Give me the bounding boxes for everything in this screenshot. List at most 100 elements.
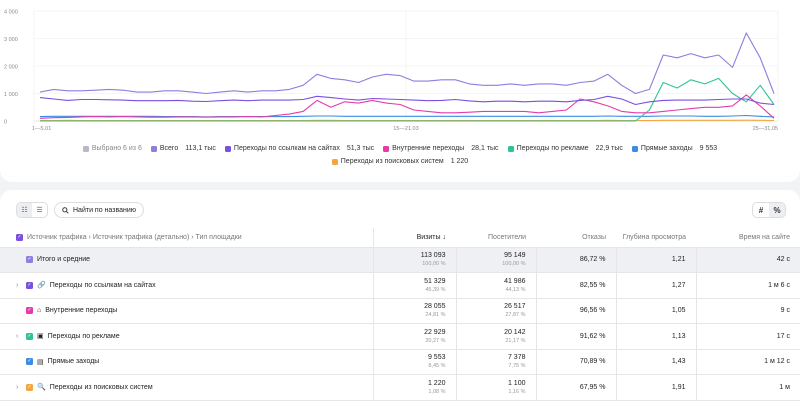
- depth-value: 1,43: [671, 358, 686, 366]
- column-header-source[interactable]: ✓ Источник трафика › Источник трафика (д…: [0, 228, 374, 248]
- tree-view-icon[interactable]: ☷: [17, 203, 32, 217]
- time-on-site-value: 1 м: [779, 383, 790, 391]
- list-view-icon[interactable]: ☰: [36, 207, 43, 214]
- row-label: Переходы из поисковых систем: [49, 383, 153, 391]
- legend-checkbox[interactable]: [631, 145, 638, 152]
- depth-value: 1,21: [671, 256, 686, 264]
- x-tick-label: 1—5.01: [32, 126, 51, 132]
- expand-chevron-icon[interactable]: ›: [16, 281, 19, 289]
- row-checkbox[interactable]: ✓: [26, 281, 33, 289]
- visits-value: 9 553: [427, 354, 446, 362]
- legend-label: Выбрано 6 из 6: [91, 145, 142, 152]
- legend-label: Переходы по ссылкам на сайтах: [233, 145, 340, 152]
- legend-label: Внутренние переходы: [392, 145, 465, 152]
- time-on-site-value: 42 с: [776, 256, 790, 264]
- totals-row[interactable]: ✓ Итого и средние 113 093 100,00 % 95 149 100…: [0, 247, 800, 273]
- time-on-site-value: 17 с: [776, 332, 790, 340]
- legend-checkbox[interactable]: [383, 145, 390, 152]
- y-tick-label: 3 000: [4, 37, 18, 43]
- legend-item[interactable]: Переходы по рекламе 22,9 тыс: [507, 145, 623, 152]
- legend-checkbox[interactable]: [331, 158, 338, 165]
- bounce-rate-value: 67,95 %: [579, 383, 606, 391]
- series-line: [39, 95, 775, 106]
- source-type-icon: ▣: [37, 333, 44, 341]
- legend-item[interactable]: Выбрано 6 из 6: [82, 145, 142, 152]
- visitors-value: 1 100: [507, 379, 526, 387]
- bounce-rate-value: 96,56 %: [579, 307, 606, 315]
- column-header-bounces[interactable]: Отказы: [536, 228, 616, 248]
- visitors-share: 1,16 %: [508, 388, 526, 395]
- legend-item[interactable]: Переходы из поисковых систем 1 220: [331, 158, 469, 165]
- visits-share: 1,08 %: [428, 388, 446, 395]
- legend-row: Выбрано 6 из 6 Всего 113,1 тыс Переходы по …: [0, 142, 800, 155]
- row-checkbox[interactable]: ✓: [26, 332, 33, 340]
- source-type-icon: 🔍: [37, 384, 46, 392]
- visitors-value: 20 142: [504, 328, 526, 336]
- column-header-depth[interactable]: Глубина просмотра: [616, 228, 696, 248]
- search-icon: [62, 206, 69, 214]
- column-header-visitors[interactable]: Посетители: [456, 228, 536, 248]
- legend-value: 113,1 тыс: [185, 145, 216, 152]
- visitors-share: 27,87 %: [505, 312, 526, 319]
- row-checkbox[interactable]: ✓: [26, 358, 33, 366]
- legend-checkbox[interactable]: [507, 145, 514, 152]
- row-label: Прямые заходы: [47, 358, 100, 366]
- visits-share: 24,81 %: [425, 312, 446, 319]
- depth-value: 1,13: [671, 332, 686, 340]
- legend-checkbox[interactable]: [150, 145, 157, 152]
- report-table: ✓ Источник трафика › Источник трафика (д…: [0, 228, 800, 401]
- unit-toggle[interactable]: # %: [752, 202, 786, 218]
- legend-item[interactable]: Переходы по ссылкам на сайтах 51,3 тыс: [224, 145, 374, 152]
- time-on-site-value: 1 м 12 с: [764, 358, 790, 366]
- visitors-value: 7 378: [507, 354, 526, 362]
- y-tick-label: 1 000: [4, 92, 18, 98]
- expand-chevron-icon[interactable]: ›: [16, 332, 19, 340]
- legend-item[interactable]: Прямые заходы 9 553: [631, 145, 718, 152]
- y-tick-label: 2 000: [4, 65, 18, 71]
- table-row[interactable]: › ✓ ▣ Переходы по рекламе 22 929 20,27 % 20 14…: [0, 323, 800, 350]
- legend-item[interactable]: Всего 113,1 тыс: [150, 145, 216, 152]
- view-toggle[interactable]: ☷ ☰: [16, 202, 48, 218]
- row-label: Внутренние переходы: [45, 307, 118, 315]
- search-label: Найти по названию: [73, 206, 136, 214]
- source-type-icon: ⌂: [37, 307, 42, 315]
- search-by-name-button[interactable]: Найти по названию: [54, 202, 144, 218]
- legend-value: 1 220: [450, 158, 469, 165]
- legend-value: 28,1 тыс: [471, 145, 499, 152]
- legend-checkbox[interactable]: [224, 145, 231, 152]
- row-checkbox[interactable]: ✓: [26, 256, 33, 264]
- time-on-site-value: 1 м 6 с: [768, 281, 790, 289]
- visits-share: 20,27 %: [425, 337, 446, 344]
- series-line: [40, 77, 775, 122]
- table-row[interactable]: ✓ ▤ Прямые заходы 9 553 8,45 % 7 378 7,75 % 70,…: [0, 349, 800, 375]
- table-row[interactable]: › ✓ 🔗 Переходы по ссылкам на сайтах 51 329 45…: [0, 272, 800, 299]
- table-row[interactable]: › ✓ 🔍 Переходы из поисковых систем 1 220 1,08…: [0, 374, 800, 401]
- depth-value: 1,27: [671, 281, 686, 289]
- row-checkbox[interactable]: ✓: [26, 383, 33, 391]
- row-label: Итого и средние: [37, 256, 91, 264]
- column-header-time[interactable]: Время на сайте: [696, 228, 800, 248]
- depth-value: 1,05: [671, 307, 686, 315]
- visits-share: 45,39 %: [425, 286, 446, 293]
- select-all-checkbox[interactable]: ✓: [16, 233, 23, 241]
- percent-values-button[interactable]: %: [769, 203, 785, 217]
- expand-chevron-icon[interactable]: ›: [16, 383, 19, 391]
- legend-value: 9 553: [699, 145, 718, 152]
- absolute-values-button[interactable]: #: [758, 205, 764, 215]
- visitors-share: 7,75 %: [508, 363, 526, 370]
- chart-legend: Выбрано 6 из 6 Всего 113,1 тыс Переходы по …: [0, 142, 800, 168]
- table-row[interactable]: ✓ ⌂ Внутренние переходы 28 055 24,81 % 26 517…: [0, 298, 800, 324]
- traffic-chart-card: 4 000 3 000 2 000 1 000 0 1—5.01 15—21.03 25—31…: [0, 0, 800, 182]
- row-checkbox[interactable]: ✓: [26, 307, 33, 315]
- legend-checkbox[interactable]: [82, 145, 89, 152]
- column-header-visits[interactable]: Визиты ↓: [373, 228, 456, 248]
- visits-share: 8,45 %: [428, 363, 446, 370]
- visitors-value: 41 986: [504, 277, 526, 285]
- x-tick-label: 15—21.03: [393, 126, 418, 132]
- visitors-share: 100,00 %: [502, 261, 526, 268]
- legend-item[interactable]: Внутренние переходы 28,1 тыс: [383, 145, 499, 152]
- visits-value: 22 929: [424, 328, 446, 336]
- traffic-line-chart: 4 000 3 000 2 000 1 000 0 1—5.01 15—21.03 25—31…: [4, 10, 779, 132]
- table-toolbar: ☷ ☰ Найти по названию: [16, 202, 144, 218]
- visits-value: 51 329: [424, 277, 446, 285]
